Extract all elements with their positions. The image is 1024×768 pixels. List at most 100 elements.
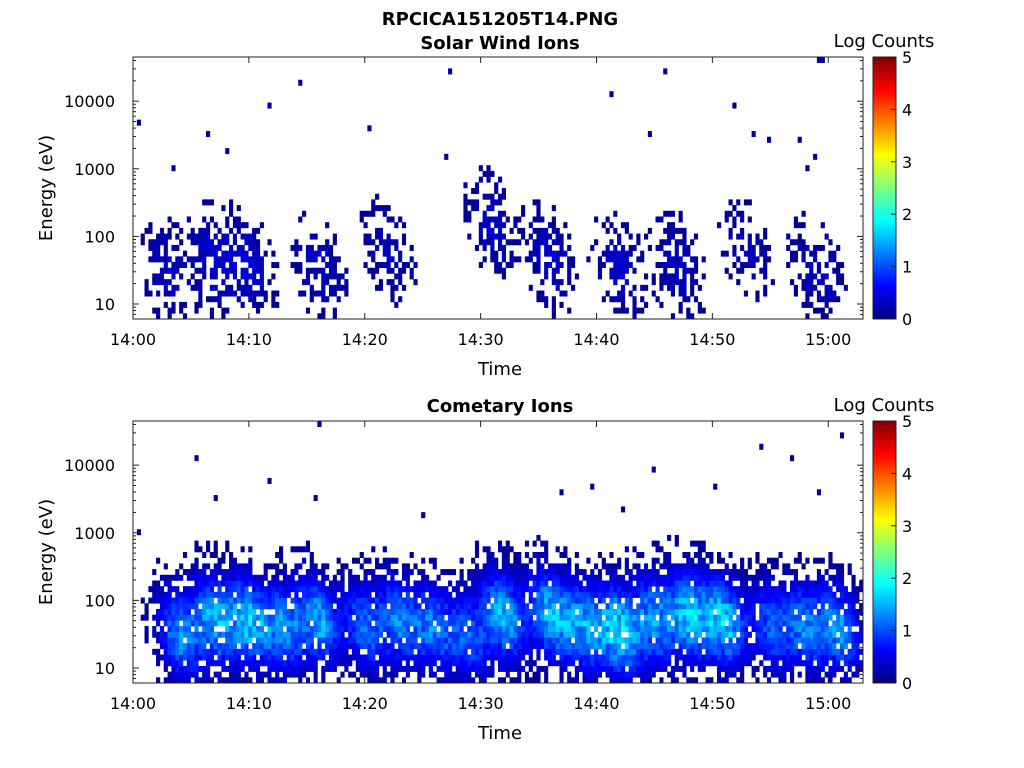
- spectrogram-cell: [674, 279, 679, 286]
- spectrogram-cell: [206, 665, 211, 672]
- spectrogram-cell: [778, 552, 783, 558]
- spectrogram-cell: [613, 660, 618, 667]
- spectrogram-cell: [401, 654, 407, 661]
- spectrogram-cell: [540, 574, 545, 581]
- spectrogram-cell: [836, 608, 841, 615]
- spectrogram-cell: [259, 654, 264, 661]
- spectrogram-cell: [651, 660, 656, 667]
- spectrogram-cell: [359, 637, 364, 644]
- spectrogram-cell: [793, 256, 798, 263]
- spectrogram-cell: [444, 660, 449, 667]
- spectrogram-cell: [759, 267, 764, 274]
- spectrogram-cell: [524, 608, 530, 615]
- spectrogram-cell: [271, 677, 276, 684]
- spectrogram-cell: [405, 626, 410, 633]
- spectrogram-cell: [609, 637, 614, 644]
- spectrogram-cell: [194, 580, 199, 587]
- spectrogram-cell: [751, 614, 756, 621]
- spectrogram-cell: [832, 665, 837, 672]
- spectrogram-cell: [163, 614, 168, 621]
- spectrogram-cell: [332, 256, 337, 263]
- spectrogram-cell: [597, 591, 603, 598]
- spectrogram-cell: [474, 631, 480, 638]
- spectrogram-cell: [375, 620, 380, 627]
- spectrogram-cell: [567, 569, 572, 576]
- spectrogram-cell: [386, 563, 391, 570]
- spectrogram-cell: [805, 654, 810, 661]
- spectrogram-cell: [544, 648, 549, 655]
- spectrogram-cell: [609, 250, 614, 257]
- spectrogram-cell: [428, 580, 433, 587]
- spectrogram-cell: [851, 603, 856, 610]
- spectrogram-cell: [478, 620, 483, 627]
- spectrogram-cell: [670, 279, 676, 286]
- spectrogram-cell: [605, 563, 610, 570]
- spectrogram-cell: [413, 279, 418, 286]
- spectrogram-cell: [740, 227, 745, 234]
- spectrogram-cell: [678, 597, 683, 604]
- spectrogram-cell: [532, 244, 537, 251]
- spectrogram-cell: [682, 654, 687, 661]
- spectrogram-cell: [663, 552, 668, 558]
- spectrogram-cell: [325, 665, 330, 672]
- spectrogram-cell: [590, 671, 595, 678]
- spectrogram-cell: [724, 631, 729, 638]
- spectrogram-cell: [617, 574, 622, 581]
- spectrogram-cell: [321, 671, 326, 678]
- spectrogram-cell: [482, 216, 487, 223]
- spectrogram-cell: [179, 273, 184, 280]
- spectrogram-cell: [636, 603, 641, 610]
- spectrogram-cell: [736, 597, 741, 604]
- spectrogram-cell: [682, 603, 687, 610]
- spectrogram-cell: [252, 654, 257, 661]
- spectrogram-cell: [213, 563, 218, 570]
- spectrogram-cell: [532, 677, 537, 684]
- spectrogram-cell: [782, 665, 787, 672]
- spectrogram-cell: [751, 597, 756, 604]
- spectrogram-cell: [828, 563, 833, 570]
- spectrogram-cell: [271, 614, 276, 621]
- spectrogram-cell: [206, 591, 211, 598]
- spectrogram-cell: [382, 557, 387, 564]
- spectrogram-cell: [221, 250, 226, 257]
- spectrogram-cell: [582, 654, 587, 661]
- spectrogram-cell: [501, 244, 506, 251]
- spectrogram-cell: [847, 620, 852, 627]
- spectrogram-cell: [474, 205, 480, 212]
- spectrogram-cell: [809, 262, 814, 269]
- spectrogram-cell: [528, 250, 533, 257]
- spectrogram-cell: [816, 637, 822, 644]
- spectrogram-cell: [328, 273, 334, 280]
- spectrogram-cell: [670, 597, 676, 604]
- spectrogram-cell: [839, 620, 845, 627]
- spectrogram-cell: [728, 227, 733, 234]
- spectrogram-cell: [413, 580, 418, 587]
- spectrogram-cell: [229, 552, 234, 558]
- spectrogram-cell: [832, 574, 837, 581]
- spectrogram-cell: [428, 637, 433, 644]
- spectrogram-cell: [740, 603, 745, 610]
- spectrogram-cell: [282, 648, 287, 655]
- spectrogram-cell: [375, 557, 380, 564]
- spectrogram-cell: [275, 552, 280, 558]
- spectrogram-cell: [325, 648, 330, 655]
- spectrogram-cell: [190, 643, 195, 650]
- spectrogram-cell: [571, 631, 576, 638]
- spectrogram-cell: [582, 648, 587, 655]
- spectrogram-cell: [693, 597, 699, 604]
- spectrogram-cell: [690, 643, 695, 650]
- spectrogram-cell: [486, 193, 491, 200]
- spectrogram-cell: [198, 631, 203, 638]
- spectrogram-cell: [805, 677, 810, 684]
- spectrogram-cell: [459, 637, 464, 644]
- spectrogram-cell: [363, 671, 368, 678]
- spectrogram-cell: [486, 643, 491, 650]
- spectrogram-cell: [186, 569, 191, 576]
- figure-title: RPCICA151205T14.PNG: [382, 9, 618, 30]
- spectrogram-cell: [382, 597, 387, 604]
- spectrogram-cell: [498, 660, 503, 667]
- spectrogram-cell: [517, 552, 522, 558]
- spectrogram-cell: [651, 591, 656, 598]
- spectrogram-cell: [202, 671, 207, 678]
- spectrogram-cell: [328, 597, 334, 604]
